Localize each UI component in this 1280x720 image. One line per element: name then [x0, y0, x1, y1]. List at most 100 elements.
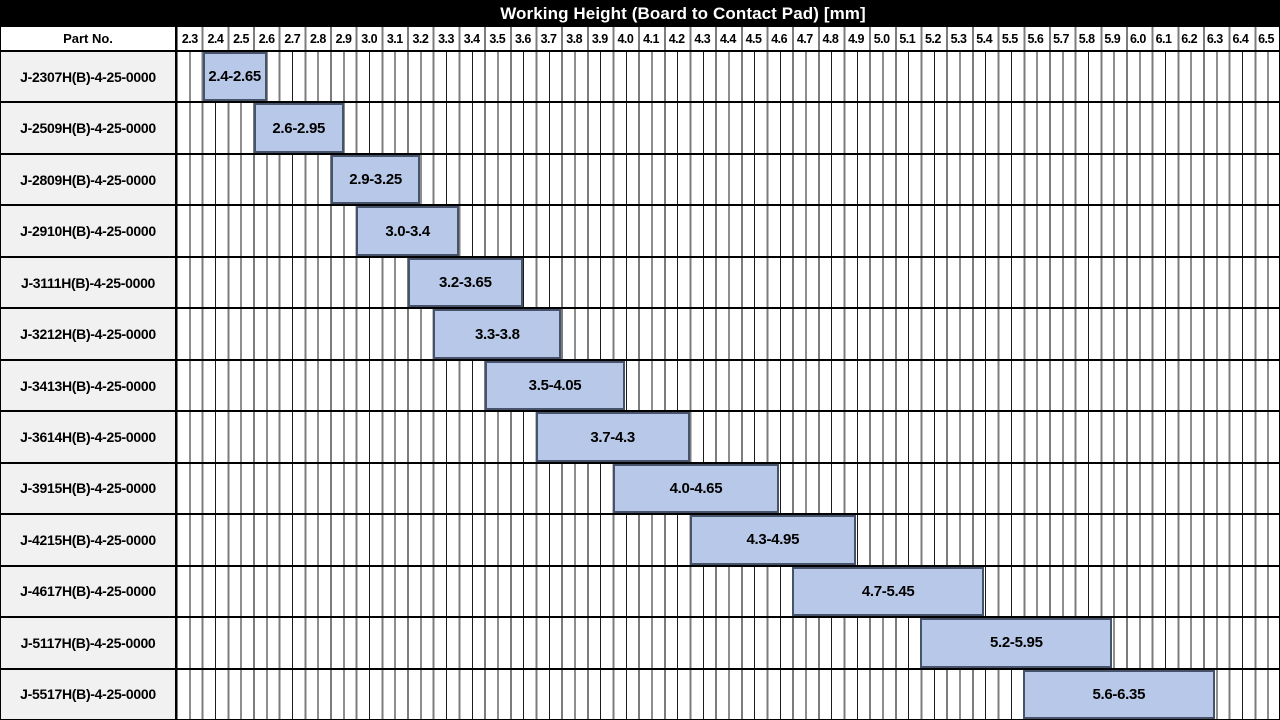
- range-track: 3.7-4.3: [177, 412, 1279, 462]
- axis-tick-label: 4.7: [796, 31, 813, 46]
- range-track: 5.6-6.35: [177, 669, 1279, 720]
- axis-tick-label: 4.9: [848, 31, 864, 46]
- part-number-cell: J-3915H(B)-4-25-0000: [1, 463, 177, 514]
- axis-tick-label: 4.4: [719, 31, 736, 46]
- axis-tick-label: 2.6: [258, 31, 275, 46]
- axis-tick-label: 3.0: [361, 31, 378, 46]
- table-row: J-2509H(B)-4-25-0000 2.6-2.95: [1, 101, 1279, 153]
- axis-tick-label: 3.2: [412, 31, 429, 46]
- range-bar: 4.0-4.65: [612, 463, 780, 514]
- range-track: 3.5-4.05: [177, 360, 1279, 411]
- axis-tick-label: 5.8: [1078, 31, 1095, 46]
- axis-tick-label: 2.5: [233, 31, 249, 46]
- axis-tick-label: 2.8: [309, 31, 326, 46]
- part-number-cell: J-2307H(B)-4-25-0000: [1, 52, 177, 102]
- table-row: J-3915H(B)-4-25-0000 4.0-4.65: [1, 461, 1279, 514]
- range-bar: 5.2-5.95: [920, 618, 1113, 668]
- table-row: J-2809H(B)-4-25-0000 2.9-3.25: [1, 152, 1279, 205]
- axis-tick-label: 4.1: [643, 31, 659, 46]
- axis-tick-label: 2.7: [284, 31, 301, 46]
- range-label: 3.7-4.3: [590, 428, 635, 446]
- table-row: J-3212H(B)-4-25-0000 3.3-3.8: [1, 307, 1279, 359]
- range-track: 2.6-2.95: [177, 103, 1279, 153]
- range-track: 4.3-4.95: [177, 515, 1279, 565]
- table-row: J-5117H(B)-4-25-0000 5.2-5.95: [1, 616, 1279, 668]
- axis-tick-label: 3.3: [438, 31, 454, 46]
- range-track: 2.4-2.65: [177, 52, 1279, 102]
- axis-tick-label: 5.0: [873, 31, 890, 46]
- table-row: J-4617H(B)-4-25-0000 4.7-5.45: [1, 564, 1279, 617]
- range-bar: 3.0-3.4: [356, 206, 459, 256]
- range-label: 3.3-3.8: [475, 325, 520, 343]
- range-bar: 2.9-3.25: [330, 154, 421, 205]
- axis-tick-label: 2.4: [207, 31, 224, 46]
- axis-tick-label: 5.4: [976, 31, 993, 46]
- part-number-cell: J-3614H(B)-4-25-0000: [1, 412, 177, 462]
- part-number-cell: J-3111H(B)-4-25-0000: [1, 257, 177, 308]
- chart-title-bar: Working Height (Board to Contact Pad) [m…: [1, 0, 1279, 27]
- range-track: 4.0-4.65: [177, 463, 1279, 514]
- axis-tick-label: 3.8: [566, 31, 583, 46]
- axis-tick-label: 5.5: [1001, 31, 1018, 46]
- axis-tick-label: 3.1: [386, 31, 403, 46]
- chart-title: Working Height (Board to Contact Pad) [m…: [500, 3, 866, 23]
- axis-header-row: Part No. 2.3 2.4 2.5 2.6 2.7 2.8 2.9 3.0 3.1 3.2 3…: [1, 27, 1279, 52]
- axis-tick-label: 2.3: [181, 31, 198, 46]
- table-row: J-3111H(B)-4-25-0000 3.2-3.65: [1, 255, 1279, 308]
- axis-ticks: 2.3 2.4 2.5 2.6 2.7 2.8 2.9 3.0 3.1 3.2 3.3 3.4 3.5 3…: [177, 27, 1279, 50]
- axis-tick-label: 5.6: [1027, 31, 1044, 46]
- range-bar: 3.2-3.65: [407, 257, 523, 308]
- axis-tick-label: 3.6: [514, 31, 531, 46]
- axis-tick-label: 6.0: [1129, 31, 1146, 46]
- axis-tick-label: 6.5: [1258, 31, 1274, 46]
- range-label: 4.7-5.45: [861, 582, 915, 600]
- axis-tick-label: 6.1: [1155, 31, 1172, 46]
- table-row: J-2307H(B)-4-25-0000 2.4-2.65: [1, 52, 1279, 102]
- range-bar: 3.5-4.05: [484, 360, 626, 411]
- range-track: 5.2-5.95: [177, 618, 1279, 668]
- range-label: 4.0-4.65: [669, 479, 723, 497]
- range-bar: 3.3-3.8: [433, 309, 562, 359]
- table-row: J-5517H(B)-4-25-0000 5.6-6.35: [1, 667, 1279, 720]
- axis-tick-label: 5.3: [950, 31, 967, 46]
- part-number-cell: J-5517H(B)-4-25-0000: [1, 669, 177, 720]
- axis-tick-label: 2.9: [335, 31, 352, 46]
- range-label: 5.2-5.95: [989, 634, 1043, 652]
- axis-tick-label: 4.2: [668, 31, 685, 46]
- axis-tick-label: 3.7: [540, 31, 557, 46]
- axis-tick-label: 5.7: [1053, 31, 1069, 46]
- range-bar: 4.7-5.45: [792, 566, 985, 617]
- range-bar: 3.7-4.3: [535, 412, 690, 462]
- part-number-cell: J-2809H(B)-4-25-0000: [1, 154, 177, 205]
- axis-tick-label: 4.6: [771, 31, 788, 46]
- range-track: 4.7-5.45: [177, 566, 1279, 617]
- axis-tick-label: 4.8: [822, 31, 839, 46]
- range-label: 3.2-3.65: [438, 274, 492, 292]
- table-row: J-3614H(B)-4-25-0000 3.7-4.3: [1, 410, 1279, 462]
- range-bar: 2.6-2.95: [253, 103, 344, 153]
- part-no-header: Part No.: [1, 27, 177, 50]
- range-bar: 5.6-6.35: [1022, 669, 1215, 720]
- range-track: 3.3-3.8: [177, 309, 1279, 359]
- axis-tick-label: 5.9: [1104, 31, 1121, 46]
- range-label: 3.5-4.05: [528, 377, 582, 395]
- axis-tick-label: 3.9: [591, 31, 608, 46]
- axis-tick-label: 3.5: [489, 31, 506, 46]
- range-label: 4.3-4.95: [746, 531, 800, 549]
- table-row: J-3413H(B)-4-25-0000 3.5-4.05: [1, 358, 1279, 411]
- part-number-cell: J-5117H(B)-4-25-0000: [1, 618, 177, 668]
- axis-tick-label: 5.1: [899, 31, 916, 46]
- table-row: J-4215H(B)-4-25-0000 4.3-4.95: [1, 513, 1279, 565]
- range-track: 3.2-3.65: [177, 257, 1279, 308]
- range-label: 2.4-2.65: [208, 68, 261, 86]
- range-bar: 2.4-2.65: [202, 52, 267, 102]
- axis-tick-label: 6.3: [1206, 31, 1223, 46]
- axis-tick-label: 6.4: [1232, 31, 1249, 46]
- range-label: 2.9-3.25: [349, 171, 402, 189]
- range-label: 3.0-3.4: [385, 222, 430, 240]
- axis-tick-label: 5.2: [924, 31, 941, 46]
- part-number-cell: J-4215H(B)-4-25-0000: [1, 515, 177, 565]
- part-number-cell: J-3212H(B)-4-25-0000: [1, 309, 177, 359]
- range-track: 2.9-3.25: [177, 154, 1279, 205]
